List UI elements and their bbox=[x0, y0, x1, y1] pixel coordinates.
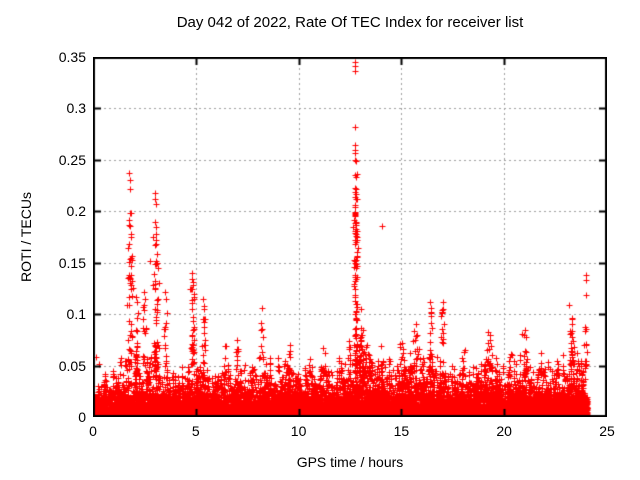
x-tick-label: 10 bbox=[290, 423, 307, 439]
x-tick-label: 5 bbox=[191, 423, 200, 439]
y-tick-label: 0.2 bbox=[66, 203, 86, 220]
y-tick-label: 0.1 bbox=[66, 306, 86, 323]
x-tick-label: 0 bbox=[89, 423, 97, 439]
y-tick-label: 0.05 bbox=[58, 357, 86, 374]
plot-area bbox=[93, 57, 607, 417]
y-tick-label: 0.25 bbox=[58, 151, 86, 168]
x-tick-label: 15 bbox=[393, 423, 410, 439]
x-tick-label: 20 bbox=[496, 423, 512, 439]
y-tick-label: 0.15 bbox=[58, 254, 86, 271]
y-tick-label: 0.35 bbox=[58, 49, 86, 65]
y-tick-label: 0 bbox=[78, 409, 86, 425]
x-axis-label: GPS time / hours bbox=[296, 454, 404, 470]
y-tick-label: 0.3 bbox=[66, 100, 86, 117]
x-tick-label: 25 bbox=[599, 423, 615, 439]
chart-title: Day 042 of 2022, Rate Of TEC Index for r… bbox=[176, 14, 524, 31]
scatter-canvas bbox=[93, 57, 607, 417]
